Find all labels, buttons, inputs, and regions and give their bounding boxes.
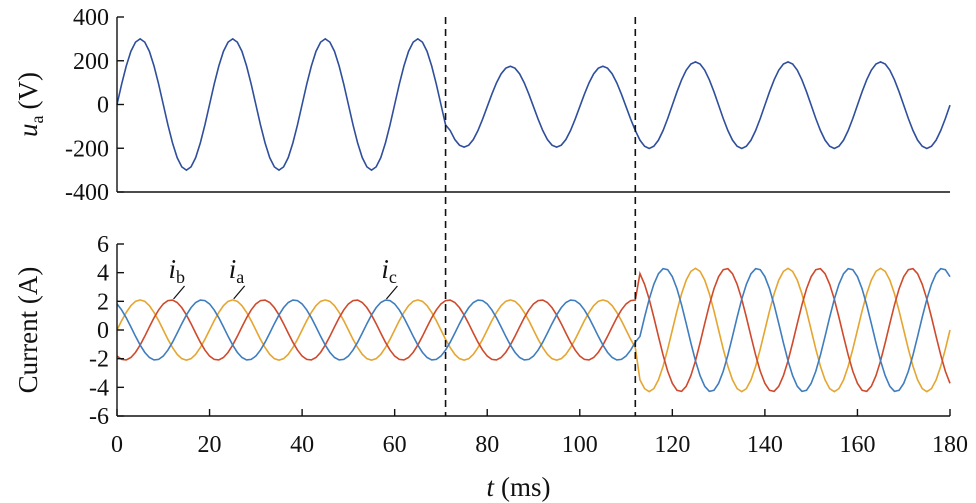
y-label-symbol: u (13, 123, 43, 137)
y-tick-label: 0 (97, 93, 109, 119)
y-tick-label: 200 (73, 49, 109, 75)
label-subscript: c (389, 267, 397, 287)
x-axis-label: t (ms) (486, 472, 550, 502)
label-symbol: i (381, 254, 389, 284)
label-subscript: b (176, 267, 185, 287)
x-tick-label: 180 (932, 432, 968, 458)
series-line (116, 37, 951, 172)
x-tick-label: 0 (111, 432, 123, 458)
series-line (116, 267, 951, 393)
y-tick-label: 0 (97, 318, 109, 344)
series-label: ia (229, 254, 245, 287)
x-tick-label: 120 (654, 432, 690, 458)
label-leader (173, 285, 185, 300)
y-tick-label: -200 (65, 136, 109, 162)
x-tick-label: 40 (290, 432, 314, 458)
x-tick-label: 100 (562, 432, 598, 458)
x-tick-label: 60 (383, 432, 407, 458)
y-tick-label: -2 (89, 347, 109, 373)
y-label-subscript: a (27, 115, 47, 123)
y-label-unit: (V) (13, 72, 43, 109)
series-label: ib (169, 254, 186, 287)
y-tick-label: 4 (97, 261, 109, 287)
y-tick-label: -4 (89, 375, 109, 401)
y-axis-label: ua (V) (13, 72, 47, 137)
y-tick-label: 6 (97, 232, 109, 258)
y-axis-label: Current (A) (13, 267, 43, 394)
y-tick-label: 400 (73, 5, 109, 31)
series-line (116, 267, 951, 393)
y-tick-label: 2 (97, 289, 109, 315)
y-tick-label: -400 (65, 180, 109, 206)
x-label-symbol: t (486, 472, 495, 502)
label-symbol: i (169, 254, 177, 284)
series-line (116, 267, 951, 393)
x-tick-label: 160 (839, 432, 875, 458)
y-tick-label: -6 (89, 404, 109, 430)
series-label: ic (381, 254, 397, 287)
label-leader (385, 285, 398, 300)
label-subscript: a (236, 267, 244, 287)
x-tick-label: 140 (747, 432, 783, 458)
x-tick-label: 20 (198, 432, 222, 458)
label-leader (233, 285, 246, 300)
x-tick-label: 80 (475, 432, 499, 458)
x-label-unit: (ms) (501, 472, 551, 502)
label-symbol: i (229, 254, 237, 284)
